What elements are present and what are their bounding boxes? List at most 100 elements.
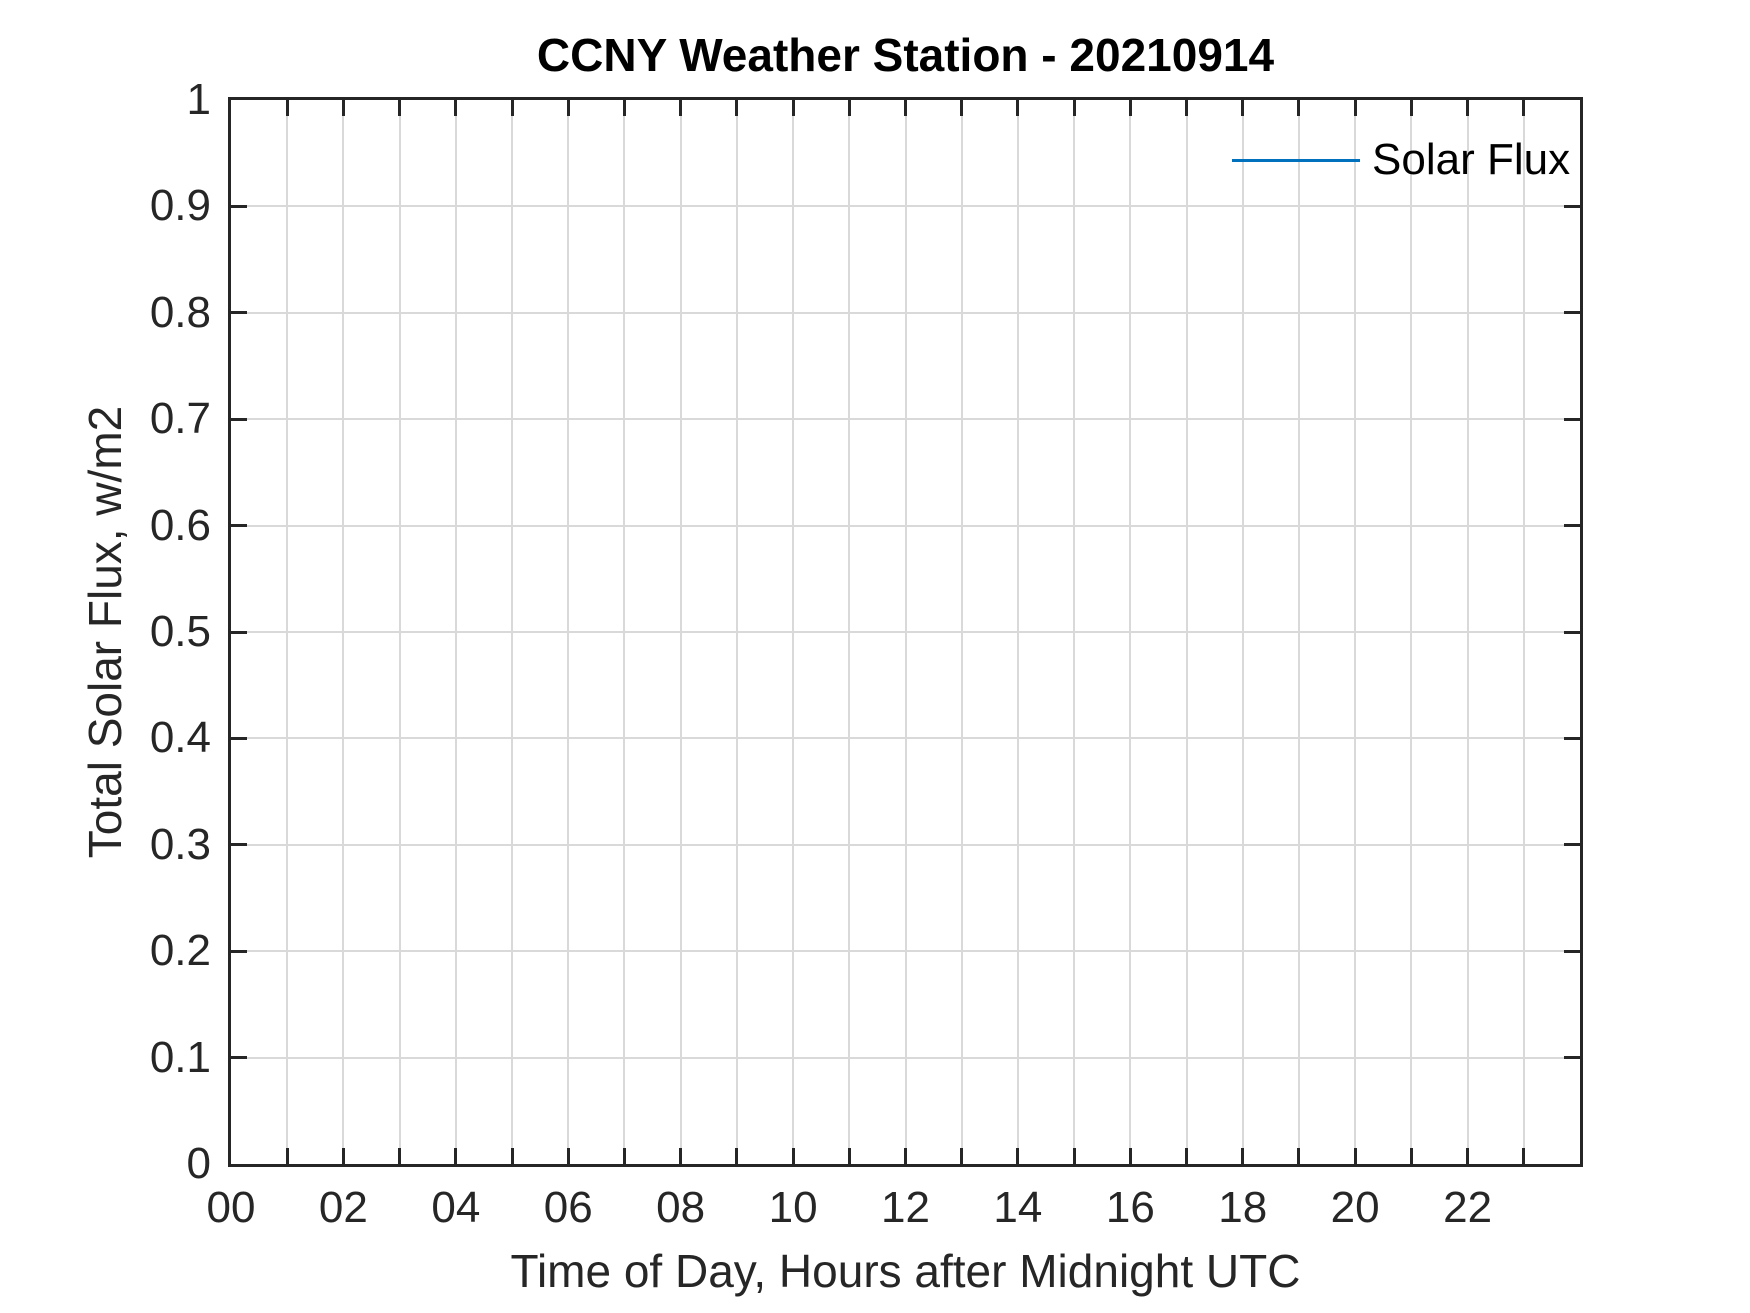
x-tick-bottom <box>1297 1148 1301 1164</box>
x-tick-bottom <box>1128 1148 1132 1164</box>
y-tick-label: 0.8 <box>149 287 211 337</box>
y-tick-label: 0.7 <box>149 394 211 444</box>
x-tick-top <box>904 100 907 116</box>
x-tick-top <box>398 100 402 116</box>
x-tick-bottom <box>1072 1148 1076 1164</box>
x-tick-bottom <box>1353 1148 1357 1164</box>
y-gridline <box>231 950 1580 953</box>
y-tick-label: 0 <box>186 1139 211 1188</box>
x-tick-bottom <box>566 1148 570 1164</box>
x-tick-bottom <box>679 1148 683 1164</box>
x-tick-bottom <box>285 1148 289 1164</box>
y-tick-right <box>1564 630 1580 634</box>
x-tick-top <box>566 100 570 116</box>
y-tick-left <box>231 630 247 634</box>
x-tick-bottom <box>791 1148 795 1164</box>
x-tick-top <box>454 100 458 116</box>
legend-label: Solar Flux <box>1372 135 1571 184</box>
y-tick-label: 0.4 <box>149 713 211 763</box>
plot-area <box>228 97 1583 1167</box>
x-tick-bottom <box>847 1148 851 1164</box>
chart-title: CCNY Weather Station - 20210914 <box>536 29 1275 81</box>
x-axis-label: Time of Day, Hours after Midnight UTC <box>510 1245 1301 1297</box>
x-tick-bottom <box>622 1148 626 1164</box>
x-tick-top <box>1353 100 1357 116</box>
x-tick-top <box>735 100 739 116</box>
x-tick-label: 02 <box>318 1183 368 1232</box>
x-tick-top <box>1128 100 1132 116</box>
y-gridline <box>231 631 1580 633</box>
y-tick-right <box>1564 843 1580 847</box>
y-tick-label: 0.2 <box>149 926 211 976</box>
x-tick-label: 22 <box>1443 1183 1493 1232</box>
x-tick-label: 06 <box>543 1183 593 1232</box>
y-gridline <box>231 418 1580 421</box>
x-tick-top <box>847 100 851 116</box>
y-tick-left <box>231 1056 247 1060</box>
x-tick-bottom <box>735 1148 739 1164</box>
x-tick-label: 14 <box>993 1183 1043 1232</box>
y-tick-label: 0.9 <box>149 181 211 231</box>
y-tick-left <box>231 524 247 528</box>
x-tick-bottom <box>1522 1148 1526 1164</box>
x-tick-top <box>341 100 345 116</box>
x-tick-bottom <box>1016 1148 1020 1164</box>
y-tick-label: 0.6 <box>149 500 211 550</box>
x-tick-label: 04 <box>431 1183 481 1232</box>
x-tick-label: 20 <box>1330 1183 1380 1232</box>
y-tick-right <box>1564 1056 1580 1060</box>
x-tick-top <box>510 100 514 116</box>
x-tick-bottom <box>1241 1148 1245 1164</box>
x-tick-bottom <box>341 1148 345 1164</box>
y-tick-right <box>1564 949 1580 953</box>
x-tick-bottom <box>1466 1148 1470 1164</box>
y-tick-right <box>1564 204 1580 208</box>
x-tick-top <box>1297 100 1301 116</box>
x-tick-label: 08 <box>656 1183 706 1232</box>
y-tick-left <box>231 736 247 740</box>
y-tick-left <box>231 949 247 953</box>
y-tick-label: 0.5 <box>149 607 211 656</box>
x-tick-top <box>960 100 964 116</box>
y-tick-right <box>1564 736 1580 740</box>
y-tick-label: 0.3 <box>149 819 211 869</box>
y-tick-left <box>231 204 247 208</box>
x-tick-top <box>1016 100 1020 116</box>
y-tick-label: 1 <box>186 75 211 124</box>
x-tick-top <box>1522 100 1526 116</box>
x-tick-label: 12 <box>881 1183 930 1232</box>
y-tick-right <box>1564 311 1580 315</box>
y-gridline <box>231 524 1580 527</box>
x-tick-bottom <box>960 1148 964 1164</box>
y-gridline <box>231 311 1580 314</box>
y-gridline <box>231 1056 1580 1059</box>
x-tick-label: 10 <box>768 1183 818 1232</box>
legend-line-swatch <box>1232 158 1360 162</box>
legend: Solar Flux <box>1232 134 1570 186</box>
x-tick-bottom <box>1185 1148 1189 1164</box>
x-tick-bottom <box>454 1148 458 1164</box>
y-tick-left <box>231 843 247 847</box>
x-tick-top <box>1241 100 1245 116</box>
y-tick-left <box>231 311 247 315</box>
y-gridline <box>231 205 1580 208</box>
y-tick-right <box>1564 417 1580 421</box>
y-gridline <box>231 737 1580 740</box>
x-tick-top <box>679 100 683 116</box>
x-tick-bottom <box>1409 1148 1413 1164</box>
y-tick-right <box>1564 524 1580 528</box>
x-tick-bottom <box>398 1148 402 1164</box>
y-tick-left <box>231 417 247 421</box>
x-tick-top <box>622 100 626 116</box>
y-gridline <box>231 843 1580 846</box>
x-tick-label: 00 <box>206 1183 256 1232</box>
y-tick-label: 0.1 <box>149 1032 211 1082</box>
x-tick-top <box>791 100 795 116</box>
x-tick-top <box>1072 100 1076 116</box>
x-tick-top <box>1409 100 1413 116</box>
x-tick-bottom <box>904 1148 907 1164</box>
x-tick-bottom <box>510 1148 514 1164</box>
x-tick-label: 18 <box>1218 1183 1268 1232</box>
x-tick-label: 16 <box>1105 1183 1155 1232</box>
